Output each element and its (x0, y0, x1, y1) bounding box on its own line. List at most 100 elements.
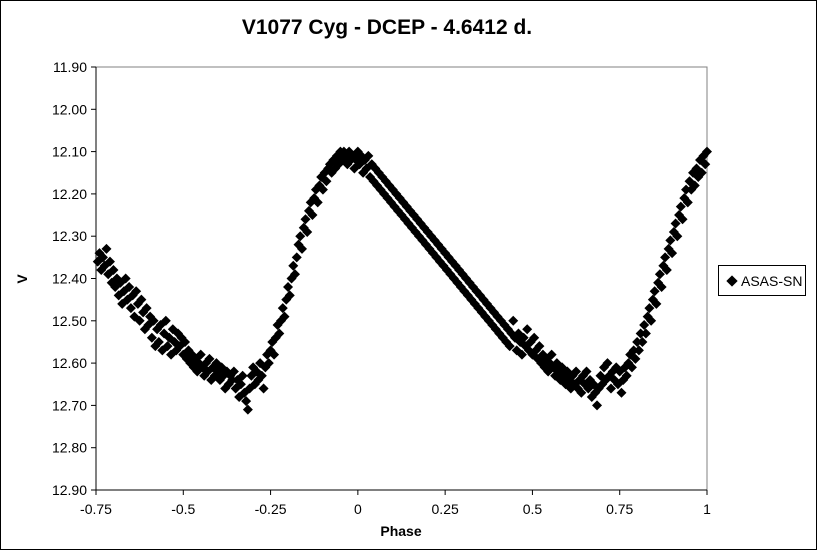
data-point (654, 269, 665, 280)
data-point (630, 353, 641, 364)
data-point (120, 273, 131, 284)
data-point (141, 303, 152, 314)
x-tick-label: 0 (354, 501, 362, 517)
data-point (258, 383, 269, 394)
data-point (649, 286, 660, 297)
data-point (228, 366, 239, 377)
x-tick-label: 0.25 (432, 501, 459, 517)
data-point (522, 324, 533, 335)
data-point (162, 341, 173, 352)
data-point (227, 375, 238, 386)
data-points (92, 146, 712, 415)
data-point (284, 290, 295, 301)
data-point (125, 303, 136, 314)
data-point (628, 345, 639, 356)
data-point (104, 256, 115, 267)
legend-label: ASAS-SN (741, 272, 803, 289)
data-point (504, 341, 515, 352)
data-point (134, 315, 145, 326)
data-point (269, 349, 280, 360)
data-point (101, 243, 112, 254)
data-point (672, 231, 683, 242)
data-point (646, 315, 657, 326)
y-tick-label: 12.90 (52, 482, 87, 498)
data-point (677, 214, 688, 225)
data-point (592, 400, 603, 411)
data-point (300, 214, 311, 225)
data-point (256, 370, 267, 381)
data-point (635, 328, 646, 339)
data-point (670, 218, 681, 229)
data-point (242, 404, 253, 415)
x-axis-title: Phase (380, 523, 421, 539)
data-point (633, 345, 644, 356)
data-point (616, 387, 627, 398)
y-tick-label: 12.50 (52, 313, 87, 329)
data-point (661, 265, 672, 276)
data-point (160, 315, 171, 326)
x-tick-label: -0.5 (171, 501, 195, 517)
y-tick-label: 12.20 (52, 186, 87, 202)
data-point (702, 146, 712, 157)
x-tick-label: 0.5 (523, 501, 543, 517)
data-point (660, 252, 671, 263)
data-point (279, 311, 290, 322)
y-axis-title: V (14, 274, 30, 284)
data-point (518, 332, 529, 343)
y-tick-label: 11.90 (53, 59, 87, 75)
data-point (296, 243, 307, 254)
data-point (667, 248, 678, 259)
data-point (508, 315, 519, 326)
data-point (700, 159, 711, 170)
data-point (621, 370, 632, 381)
data-point (571, 366, 582, 377)
data-point (312, 197, 323, 208)
y-tick-label: 12.10 (52, 144, 87, 160)
data-point (291, 252, 302, 263)
data-point (632, 336, 643, 347)
x-tick-label: -0.75 (80, 501, 112, 517)
data-point (640, 328, 651, 339)
data-point (204, 353, 215, 364)
data-point (639, 320, 650, 331)
data-point (637, 336, 648, 347)
x-tick-label: 0.75 (606, 501, 633, 517)
data-point (546, 349, 557, 360)
data-point (131, 286, 142, 297)
data-point (675, 201, 686, 212)
data-point (682, 197, 693, 208)
data-point (295, 231, 306, 242)
data-point (317, 184, 328, 195)
data-point (108, 265, 119, 276)
data-point (602, 358, 613, 369)
chart-title: V1077 Cyg - DCEP - 4.6412 d. (242, 16, 532, 39)
data-point (235, 379, 246, 390)
data-point (651, 298, 662, 309)
data-point (124, 281, 135, 292)
data-point (148, 315, 159, 326)
data-point (97, 252, 108, 263)
legend-diamond-icon (726, 274, 738, 287)
y-tick-label: 12.00 (52, 101, 87, 117)
data-point (516, 349, 527, 360)
data-point (363, 150, 374, 161)
data-point (146, 332, 157, 343)
axes: 11.90 12.00 12.10 12.20 12.30 12.40 12.50 12.60… (52, 59, 711, 517)
data-point (290, 269, 301, 280)
data-point (241, 396, 252, 407)
data-point (237, 370, 248, 381)
data-point (529, 332, 540, 343)
data-point (302, 226, 313, 237)
data-point (626, 362, 637, 373)
data-point (195, 349, 206, 360)
y-tick-label: 12.80 (52, 440, 87, 456)
data-point (581, 366, 592, 377)
x-tick-label: -0.25 (255, 501, 287, 517)
data-point (321, 176, 332, 187)
data-point (605, 383, 616, 394)
y-tick-label: 12.60 (52, 355, 87, 371)
data-point (136, 294, 147, 305)
data-point (665, 235, 676, 246)
data-point (288, 260, 299, 271)
